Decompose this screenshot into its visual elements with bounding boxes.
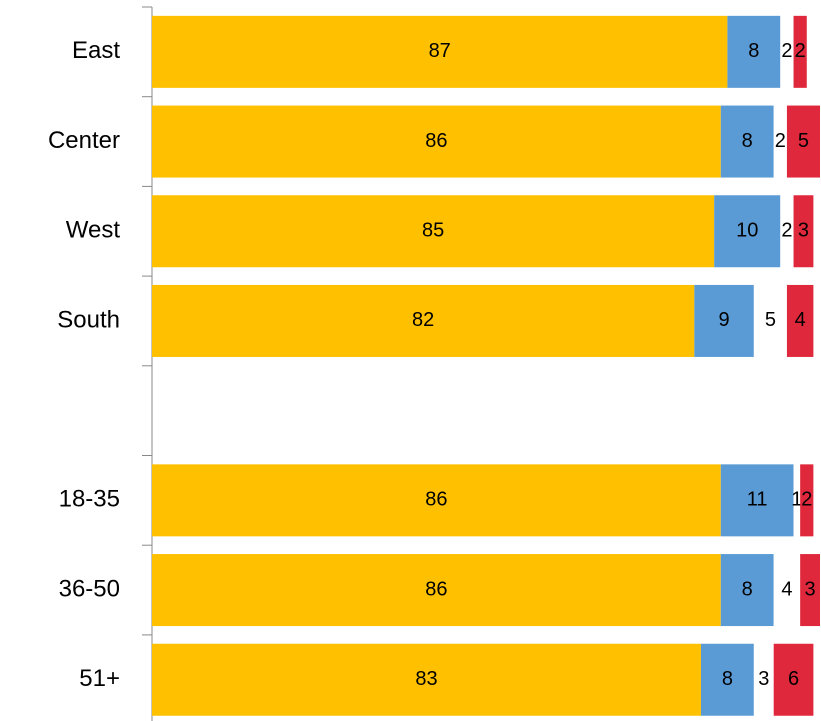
bar-segment [714, 195, 781, 268]
value-label: 2 [781, 220, 792, 242]
bar-segment [780, 195, 794, 268]
value-label: 8 [722, 668, 733, 690]
bar-segment [800, 554, 820, 627]
value-label: 10 [736, 220, 758, 242]
bar-segment [152, 195, 715, 268]
bar-segment [694, 284, 754, 357]
value-label: 6 [788, 668, 799, 690]
bar-segment [773, 105, 787, 178]
category-label: West [66, 217, 121, 244]
bar-segment [152, 15, 728, 88]
value-label: 8 [742, 130, 753, 152]
bar-segment [773, 554, 801, 627]
category-label: Center [48, 127, 120, 154]
value-label: 2 [781, 40, 792, 62]
value-label: 8 [742, 578, 753, 600]
value-label: 86 [425, 578, 447, 600]
value-label: 83 [415, 668, 437, 690]
category-label: 18-35 [59, 486, 120, 513]
bar-segment [152, 643, 701, 716]
category-label: 36-50 [59, 575, 120, 602]
value-label: 4 [795, 309, 806, 331]
value-label: 85 [422, 220, 444, 242]
bar-segment [152, 105, 721, 178]
value-label: 8 [748, 40, 759, 62]
bar-segment [152, 554, 721, 627]
bar-segment [152, 464, 721, 537]
value-label: 86 [425, 130, 447, 152]
bar-segment [786, 284, 814, 357]
bar-segment [793, 195, 814, 268]
bar-segment [780, 15, 794, 88]
bar-segment [727, 15, 781, 88]
value-label: 11 [747, 489, 768, 511]
bar-segment [800, 464, 814, 537]
value-label: 4 [781, 578, 792, 600]
bar-segment [720, 105, 774, 178]
bar-segment [720, 554, 774, 627]
value-label: 2 [801, 489, 812, 511]
category-label: South [57, 306, 120, 333]
bar-segment [793, 15, 807, 88]
value-label: 2 [795, 40, 806, 62]
value-label: 3 [758, 668, 769, 690]
value-label: 5 [798, 130, 809, 152]
value-label: 82 [412, 309, 434, 331]
bar-segment [720, 464, 794, 537]
bar-segment [152, 284, 695, 357]
value-label: 5 [765, 309, 776, 331]
value-label: 87 [429, 40, 451, 62]
bar-segment [773, 643, 814, 716]
category-label: East [72, 37, 120, 64]
bar-segment [753, 643, 774, 716]
bar-segment [700, 643, 754, 716]
value-label: 86 [425, 489, 447, 511]
bar-segment [786, 105, 820, 178]
bar-segment [753, 284, 787, 357]
bar-segment [793, 464, 801, 537]
category-label: 51+ [79, 665, 120, 692]
value-label: 9 [719, 309, 730, 331]
value-label: 1 [791, 489, 802, 511]
value-label: 3 [805, 578, 816, 600]
value-label: 2 [775, 130, 786, 152]
value-label: 3 [798, 220, 809, 242]
